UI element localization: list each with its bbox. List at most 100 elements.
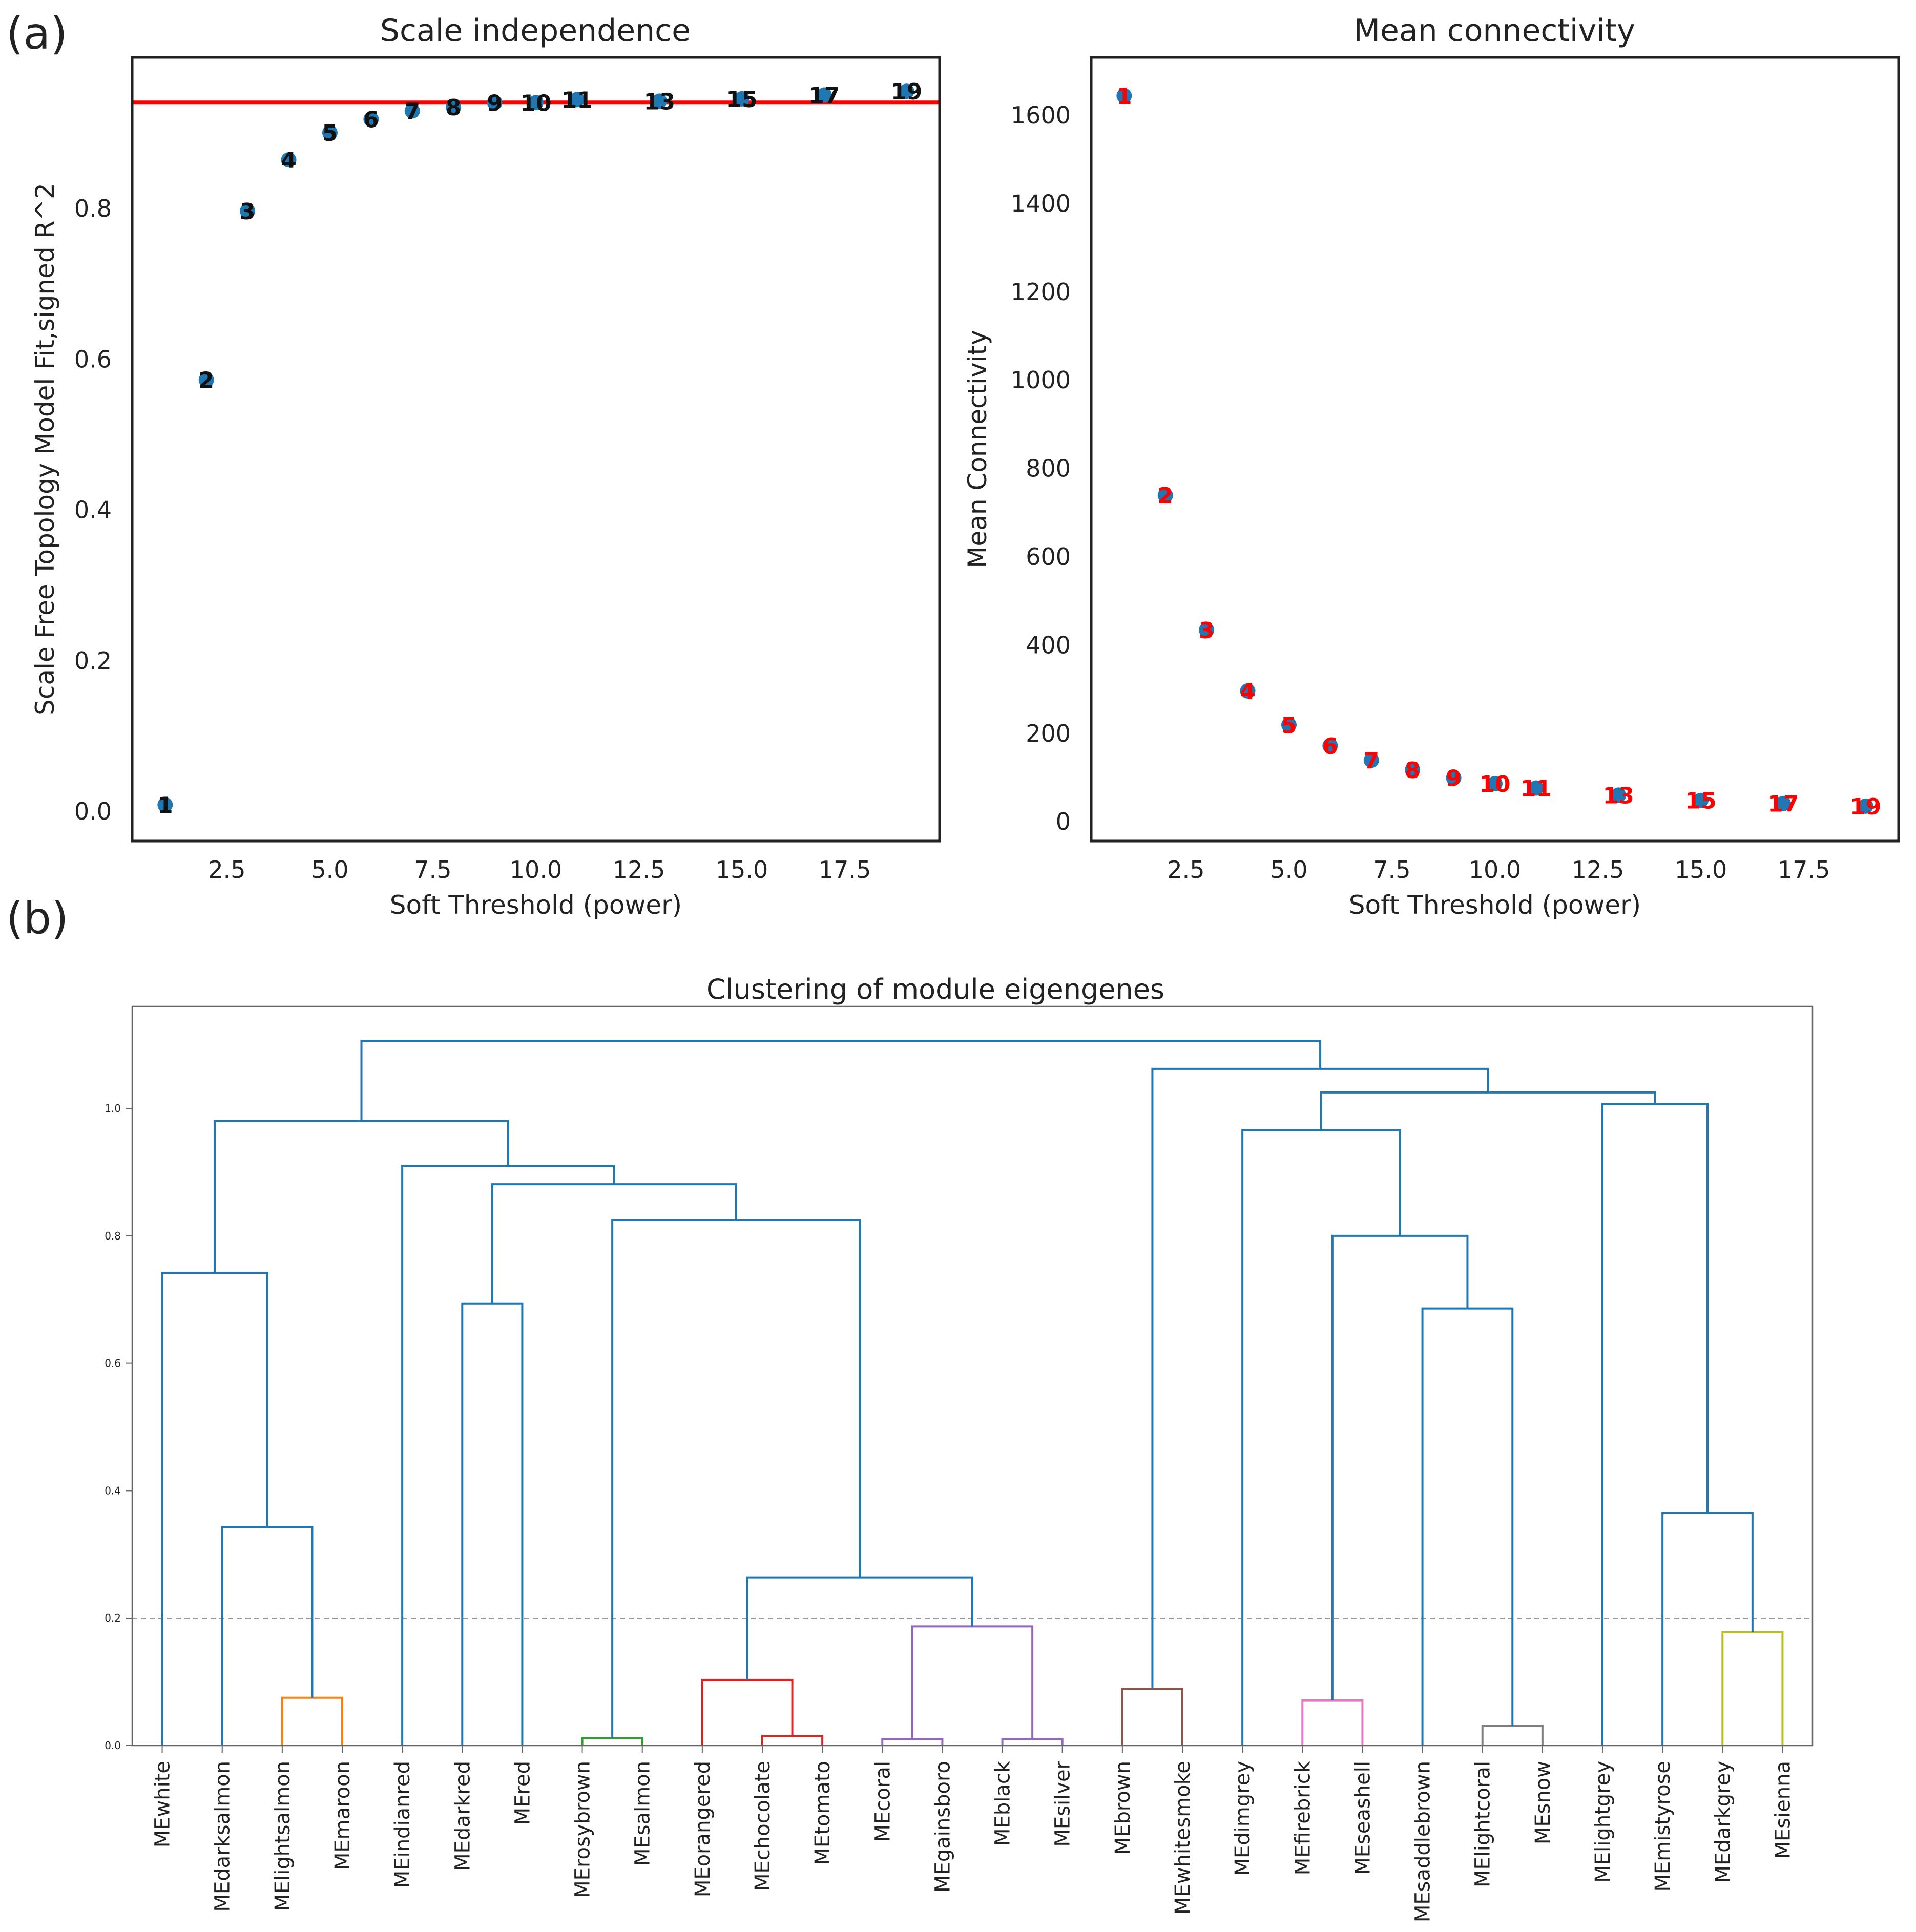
mean-connectivity-point-6 — [1322, 738, 1338, 753]
mean-connectivity-point-3 — [1199, 622, 1215, 638]
dendrogram-leaf-label: MEdarkred — [451, 1761, 474, 1871]
scale-independence-point-label-19: 19 — [891, 79, 922, 105]
scale-independence-point-label-7: 7 — [404, 98, 420, 124]
dendrogram-leaf-label: MElightcoral — [1471, 1761, 1495, 1887]
mean-connectivity-point-13 — [1611, 787, 1627, 803]
dendrogram-link — [1301, 1699, 1364, 1746]
mean-connectivity-point-label-4: 4 — [1240, 679, 1256, 705]
scale-independence-point-label-17: 17 — [808, 83, 840, 109]
mean-connectivity-yticks: 0 200 400 600 800 1000 1200 1400 1600 — [1011, 101, 1071, 835]
dendrogram-title: Clustering of module eigengenes — [706, 973, 1164, 1005]
scale-independence-xtick-label: 5.0 — [311, 856, 348, 884]
mean-connectivity-point-label-17: 17 — [1767, 791, 1799, 817]
mean-connectivity-point-4 — [1240, 683, 1256, 699]
scale-independence-xtick-label: 2.5 — [208, 856, 245, 884]
mean-connectivity-point-label-10: 10 — [1479, 771, 1510, 797]
dendrogram-links — [161, 1040, 1784, 1746]
mean-connectivity-point-label-2: 2 — [1157, 483, 1173, 509]
mean-connectivity-point-5 — [1281, 717, 1297, 733]
mean-connectivity-point-label-6: 6 — [1322, 733, 1338, 760]
dendrogram-leaf-label: MEred — [511, 1761, 534, 1825]
mean-connectivity-ytick-label: 1000 — [1011, 366, 1071, 394]
scale-independence-point-label-11: 11 — [561, 87, 593, 113]
mean-connectivity-xtick-label: 10.0 — [1469, 856, 1521, 884]
mean-connectivity-point-15 — [1693, 792, 1709, 808]
mean-connectivity-point-10 — [1487, 775, 1503, 791]
dendrogram-ytick-label: 0.2 — [105, 1612, 121, 1624]
mean-connectivity-xticks: 2.5 5.0 7.5 10.0 12.5 15.0 17.5 — [1167, 856, 1830, 884]
dendrogram-leaf-label: MEchocolate — [751, 1761, 775, 1891]
dendrogram-link — [360, 1040, 1322, 1121]
mean-connectivity-point-label-3: 3 — [1199, 618, 1215, 644]
scale-independence-point-label-6: 6 — [363, 107, 379, 133]
scale-independence-ylabel: Scale Free Topology Model Fit,signed R^2 — [30, 183, 60, 716]
panel-b-label: (b) — [6, 893, 69, 944]
mean-connectivity-point-17 — [1775, 795, 1791, 811]
scale-independence-xtick-label: 15.0 — [716, 856, 768, 884]
scale-independence-yticks: 0.0 0.2 0.4 0.6 0.8 — [74, 195, 112, 825]
dendrogram-link — [1320, 1091, 1656, 1130]
dendrogram-leaf-label: MEsilver — [1051, 1760, 1075, 1846]
dendrogram-link — [161, 1271, 268, 1746]
scale-independence-title: Scale independence — [380, 13, 691, 49]
scale-independence-point-13 — [652, 93, 668, 109]
scale-independence-chart: Scale independence 2.5 5.0 7.5 10.0 12.5 15.0… — [30, 13, 941, 920]
dendrogram-link — [1421, 1307, 1514, 1746]
dendrogram-leaf-label: MErosybrown — [571, 1761, 595, 1898]
dendrogram-leaf-labels: MEwhite MEdarksalmon MElightsalmon MEmaroon… — [151, 1746, 1795, 1922]
mean-connectivity-point-11 — [1528, 780, 1544, 796]
mean-connectivity-plot-frame — [1090, 56, 1900, 843]
dendrogram-leaf-label: MEfirebrick — [1291, 1760, 1315, 1875]
dendrogram-leaf-label: MElightgrey — [1591, 1761, 1615, 1883]
dendrogram-leaf-label: MEindianred — [391, 1761, 414, 1888]
dendrogram-link — [1121, 1688, 1183, 1746]
mean-connectivity-ytick-label: 0 — [1056, 808, 1071, 835]
dendrogram-ytick-label: 0.4 — [105, 1484, 121, 1497]
scale-independence-xlabel: Soft Threshold (power) — [390, 890, 682, 920]
dendrogram-leaf-label: MEgainsboro — [931, 1761, 954, 1893]
dendrogram-ytick-label: 0.8 — [105, 1230, 121, 1242]
mean-connectivity-ytick-label: 1200 — [1011, 278, 1071, 306]
mean-connectivity-point-19 — [1858, 798, 1873, 814]
panel-a-label: (a) — [6, 8, 68, 59]
scale-independence-point-label-4: 4 — [281, 148, 297, 174]
mean-connectivity-point-label-11: 11 — [1521, 776, 1552, 802]
mean-connectivity-xtick-label: 12.5 — [1572, 856, 1624, 884]
scale-independence-point-17 — [816, 87, 832, 103]
scale-independence-xtick-label: 7.5 — [414, 856, 451, 884]
dendrogram-link — [221, 1526, 314, 1746]
mean-connectivity-chart: Mean connectivity 2.5 5.0 7.5 10.0 12.5 15.0 1… — [963, 13, 1900, 920]
mean-connectivity-point-label-19: 19 — [1850, 794, 1881, 820]
mean-connectivity-xtick-label: 5.0 — [1270, 856, 1307, 884]
scale-independence-point-label-1: 1 — [157, 792, 173, 818]
mean-connectivity-ytick-label: 1400 — [1011, 190, 1071, 217]
dendrogram-leaf-label: MEdarksalmon — [211, 1761, 235, 1912]
dendrogram-ytick-label: 1.0 — [105, 1102, 121, 1115]
dendrogram-link — [1481, 1725, 1544, 1746]
dendrogram-leaf-label: MEcoral — [871, 1761, 894, 1842]
mean-connectivity-point-7 — [1363, 752, 1379, 768]
mean-connectivity-point-label-13: 13 — [1603, 783, 1634, 809]
dendrogram-leaf-label: MEbrown — [1111, 1761, 1135, 1855]
scale-independence-point-label-3: 3 — [240, 199, 256, 225]
mean-connectivity-xtick-label: 15.0 — [1675, 856, 1727, 884]
dendrogram-leaf-label: MEwhitesmoke — [1171, 1761, 1195, 1915]
module-dendrogram-chart: Clustering of module eigengenes 0.00.20.… — [105, 973, 1814, 1922]
scale-independence-plot-frame — [131, 56, 941, 843]
mean-connectivity-point-label-7: 7 — [1363, 748, 1379, 774]
scale-independence-point-6 — [363, 111, 379, 127]
mean-connectivity-title: Mean connectivity — [1353, 13, 1635, 49]
dendrogram-link — [1241, 1129, 1401, 1746]
dendrogram-leaf-label: MEtomato — [811, 1761, 835, 1865]
mean-connectivity-ylabel: Mean Connectivity — [963, 330, 992, 568]
dendrogram-link — [491, 1183, 737, 1304]
mean-connectivity-ytick-label: 200 — [1026, 720, 1071, 747]
scale-independence-xticks: 2.5 5.0 7.5 10.0 12.5 15.0 17.5 — [208, 856, 871, 884]
scale-independence-point-7 — [404, 103, 420, 119]
dendrogram-leaf-label: MEsienna — [1771, 1761, 1795, 1859]
scale-independence-xtick-label: 10.0 — [510, 856, 562, 884]
scale-independence-point-2 — [198, 372, 214, 388]
